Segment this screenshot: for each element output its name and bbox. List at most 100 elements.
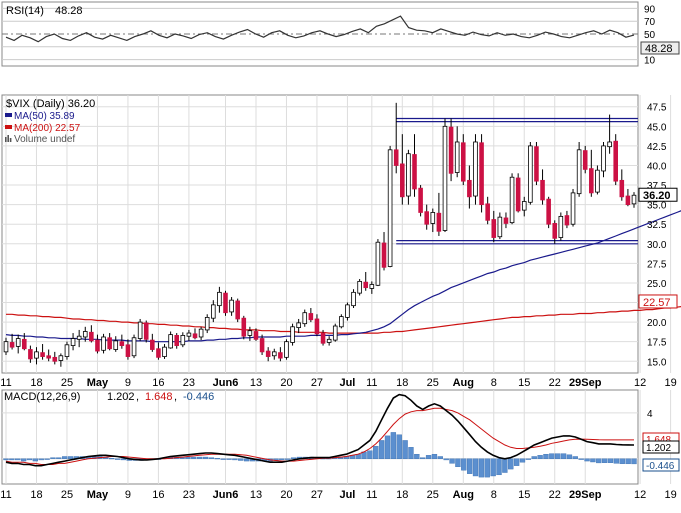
- macd-x-tick-label: 23: [183, 489, 195, 501]
- macd-x-tick-label: 18: [396, 489, 408, 501]
- candle-body: [265, 350, 271, 357]
- macd-badge: [642, 440, 680, 454]
- macd-hist-bar: [238, 458, 244, 461]
- macd-hist-bar: [490, 458, 496, 477]
- macd-hist-bar: [431, 453, 438, 459]
- candle-body: [460, 142, 466, 182]
- price-tick-label: 45.0: [647, 122, 667, 133]
- macd-value-badges: 1.6481.202-0.446: [642, 432, 680, 472]
- macd-signal-value: 1.648: [145, 391, 173, 403]
- macd-x-tick-label: 16: [152, 489, 164, 501]
- candle-body: [284, 341, 289, 358]
- price-x-tick-label: 22: [549, 377, 561, 389]
- price-tick-label: 47.5: [647, 103, 667, 114]
- candle-body: [192, 333, 198, 339]
- macd-hist-bar: [114, 458, 121, 460]
- macd-hist-bar: [472, 458, 479, 477]
- macd-y-ticks: 4: [647, 409, 653, 420]
- price-tick-label: 35.0: [647, 201, 667, 212]
- macd-hist-bar: [549, 453, 555, 459]
- macd-hist-bar: [601, 458, 608, 463]
- candle-body: [582, 150, 588, 170]
- candle-body: [430, 212, 436, 224]
- candle-body: [625, 195, 631, 206]
- macd-hist-bar: [44, 458, 50, 460]
- price-tick-label: 30.0: [647, 240, 667, 251]
- macd-hist-bar: [513, 458, 520, 466]
- candle-body: [339, 316, 344, 328]
- macd-hist-bar: [15, 458, 21, 461]
- candle-body: [101, 336, 106, 351]
- candle-body: [247, 330, 253, 336]
- macd-hist-bar: [56, 457, 62, 459]
- candle-body: [34, 351, 39, 359]
- macd-hist-bar: [373, 445, 379, 459]
- candle-body: [229, 299, 234, 313]
- candle-body: [119, 341, 125, 346]
- candle-body: [9, 342, 15, 348]
- candle-body: [540, 179, 545, 201]
- macd-badge-text: -0.446: [646, 461, 675, 472]
- candle-body: [308, 313, 314, 321]
- price-badge-text: 22.57: [643, 297, 671, 309]
- macd-hist-bar: [607, 458, 614, 463]
- rsi-label: RSI(14): [6, 5, 44, 17]
- rsi-tick-label: 90: [644, 4, 656, 15]
- price-x-tick-label: Jun6: [213, 377, 239, 389]
- candle-body: [113, 340, 119, 350]
- macd-hist-bar: [62, 456, 68, 459]
- candle-body: [558, 215, 564, 238]
- macd-x-tick-label: 9: [125, 489, 131, 501]
- price-x-tick-label: Aug: [453, 377, 474, 389]
- macd-x-tick-label: Jul: [339, 489, 355, 501]
- candle-body: [528, 145, 533, 203]
- price-x-tick-label: 12: [634, 377, 646, 389]
- macd-hist-bar: [20, 458, 27, 462]
- candle-body: [143, 322, 149, 340]
- candle-body: [320, 332, 326, 344]
- candle-body: [473, 141, 478, 197]
- macd-hist-bar: [508, 458, 514, 470]
- candle-body: [296, 322, 301, 328]
- candle-body: [387, 149, 393, 267]
- macd-x-tick-label: 27: [311, 489, 323, 501]
- candle-body: [509, 176, 515, 224]
- candle-body: [393, 149, 399, 166]
- macd-hist-bar: [590, 458, 596, 463]
- candle-body: [326, 338, 332, 343]
- candle-body: [204, 316, 210, 331]
- macd-x-tick-label: 19: [664, 489, 676, 501]
- price-badge: [638, 294, 678, 309]
- price-x-tick-label: 11: [366, 377, 377, 389]
- macd-hist-bar: [537, 455, 543, 459]
- candle-body: [448, 126, 454, 174]
- macd-hist-bar: [185, 456, 191, 459]
- macd-hist-bar: [414, 453, 420, 459]
- candle-body: [381, 242, 387, 268]
- macd-hist-bar: [619, 458, 625, 464]
- macd-hist-bar: [625, 458, 631, 465]
- price-tick-label: 25.0: [647, 279, 667, 290]
- macd-hist-bar: [525, 458, 532, 460]
- macd-hist-bar: [584, 458, 590, 462]
- macd-hist-bar: [461, 458, 467, 471]
- candle-body: [619, 179, 625, 198]
- macd-sep-1: ,: [136, 391, 139, 403]
- candle-body: [278, 352, 283, 359]
- macd-hist-bar: [531, 456, 537, 459]
- legend-volume: Volume undef: [14, 134, 75, 145]
- price-x-tick-label: 11: [0, 377, 11, 389]
- macd-hist-bar: [555, 453, 561, 459]
- macd-x-tick-label: Jun6: [213, 489, 239, 501]
- volume-icon: [5, 135, 12, 142]
- candle-body: [186, 332, 192, 337]
- candle-body: [259, 338, 265, 353]
- macd-hist-bar: [232, 458, 238, 461]
- macd-hist-bar: [613, 458, 620, 464]
- ma200-line: [6, 306, 681, 334]
- macd-hist-bar: [50, 457, 56, 459]
- macd-hist-bar: [208, 457, 215, 459]
- price-x-tick-label: 19: [664, 377, 676, 389]
- macd-hist-bar: [443, 458, 449, 461]
- macd-hist-bar: [202, 456, 209, 459]
